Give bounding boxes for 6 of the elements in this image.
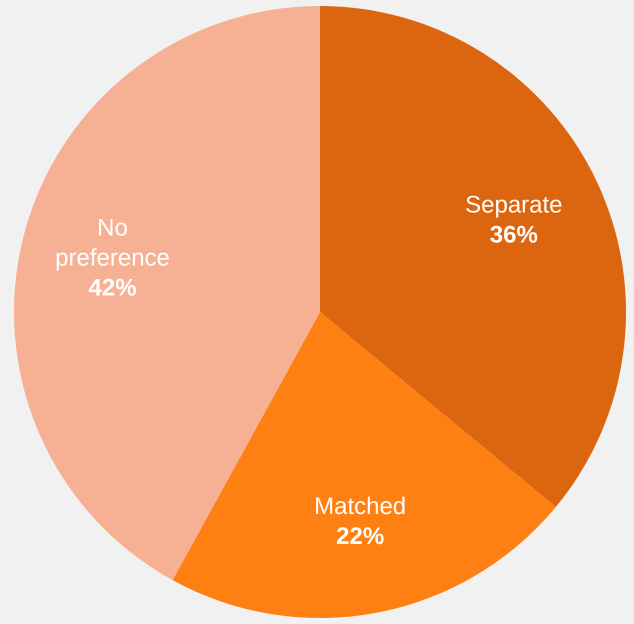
slice-label: Matched [314, 493, 406, 520]
slice-label: Separate [465, 191, 563, 218]
data-label: 36% [490, 221, 538, 248]
data-label: 22% [336, 523, 384, 550]
data-label: 42% [88, 274, 137, 302]
slice-label: No preference [55, 214, 170, 272]
